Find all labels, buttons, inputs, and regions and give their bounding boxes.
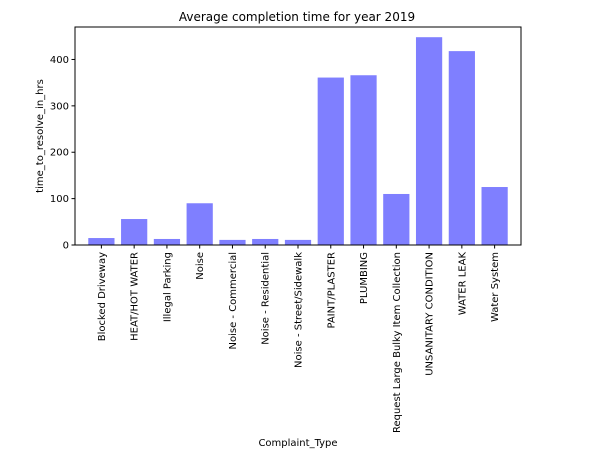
bar-12 bbox=[481, 187, 508, 245]
x-tick-label: PAINT/PLASTER bbox=[326, 252, 337, 329]
x-axis-label: Complaint_Type bbox=[258, 438, 337, 449]
y-tick-label: 200 bbox=[50, 148, 69, 159]
x-tick-label: PLUMBING bbox=[359, 252, 370, 304]
y-axis-label: time_to_resolve_in_hrs bbox=[35, 79, 46, 193]
x-tick-label: Illegal Parking bbox=[162, 252, 173, 322]
x-tick-label: Noise - Residential bbox=[261, 252, 272, 345]
x-tick-label: Noise - Commercial bbox=[228, 252, 239, 350]
bar-6 bbox=[284, 239, 312, 245]
x-tick-label: Noise - Street/Sidewalk bbox=[294, 252, 305, 368]
x-tick-label: WATER LEAK bbox=[457, 252, 468, 316]
y-axis-ticks: 0 100 200 300 400 bbox=[50, 55, 75, 252]
bar-11 bbox=[448, 51, 475, 246]
y-tick-label: 100 bbox=[50, 194, 69, 205]
x-tick-label: HEAT/HOT WATER bbox=[130, 252, 141, 341]
x-tick-label: Noise bbox=[195, 252, 206, 280]
bar-0 bbox=[88, 238, 115, 245]
x-tick-label: Water System bbox=[490, 252, 501, 322]
x-tick-label: UNSANITARY CONDITION bbox=[425, 252, 436, 376]
y-tick-label: 0 bbox=[63, 241, 69, 252]
x-tick-label: Request Large Bulky Item Collection bbox=[392, 252, 403, 433]
bar-2 bbox=[153, 238, 181, 245]
y-tick-label: 300 bbox=[50, 101, 69, 112]
x-tick-label: Blocked Driveway bbox=[97, 252, 108, 341]
y-tick-label: 400 bbox=[50, 55, 69, 66]
bar-5 bbox=[252, 238, 279, 245]
bar-1 bbox=[121, 219, 148, 245]
bar-9 bbox=[383, 193, 410, 245]
x-axis-ticks: Blocked Driveway HEAT/HOT WATER Illegal Pa… bbox=[97, 245, 501, 433]
bar-10 bbox=[415, 37, 443, 246]
bar-8 bbox=[350, 75, 377, 246]
bar-4 bbox=[219, 239, 246, 245]
chart-title: Average completion time for year 2019 bbox=[179, 10, 415, 24]
plot-frame bbox=[74, 26, 522, 246]
bar-3 bbox=[186, 203, 213, 245]
bars-group bbox=[88, 37, 508, 246]
bar-7 bbox=[317, 77, 344, 245]
